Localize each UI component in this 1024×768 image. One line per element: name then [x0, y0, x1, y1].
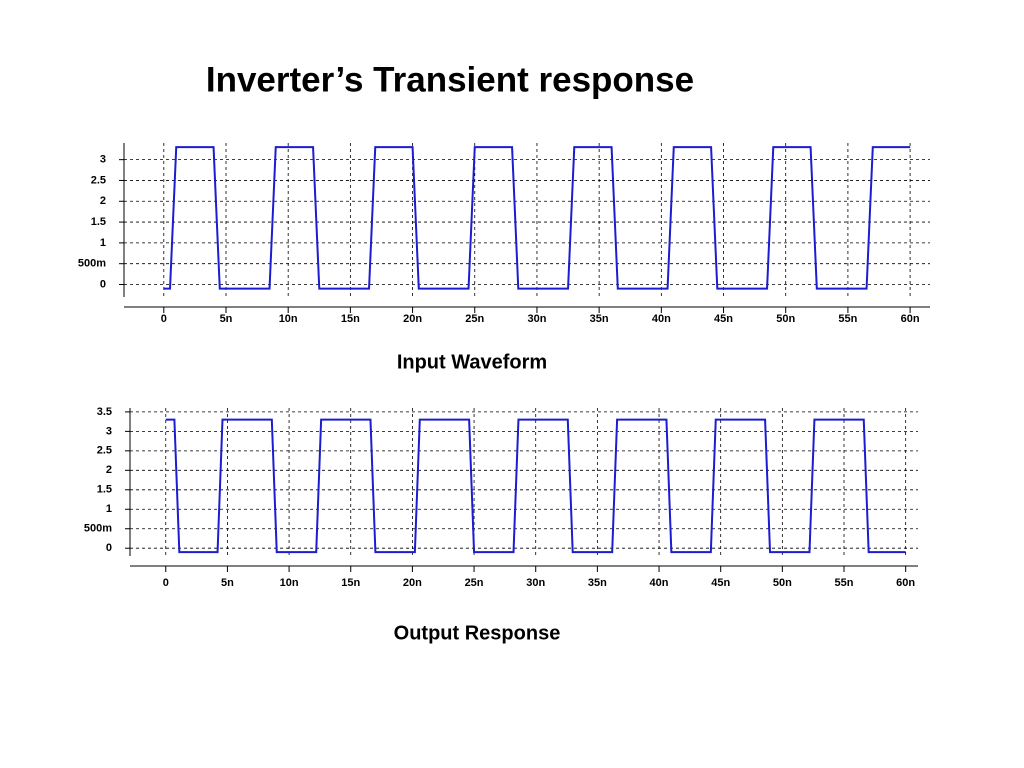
chart-caption: Input Waveform	[397, 351, 547, 373]
y-tick-label: 3	[100, 154, 106, 166]
y-tick-label: 2.5	[97, 445, 112, 457]
y-tick-label: 1	[106, 503, 112, 515]
y-tick-label: 500m	[78, 258, 106, 270]
y-tick-label: 1.5	[97, 484, 112, 496]
x-tick-label: 20n	[403, 577, 422, 589]
x-tick-label: 35n	[588, 577, 607, 589]
slide-title: Inverter’s Transient response	[206, 60, 694, 99]
waveform	[165, 418, 906, 554]
x-tick-label: 45n	[714, 313, 733, 325]
y-tick-label: 3	[106, 425, 112, 437]
x-tick-label: 40n	[652, 313, 671, 325]
x-tick-label: 25n	[465, 577, 484, 589]
y-tick-label: 3.5	[97, 406, 112, 418]
x-tick-label: 30n	[527, 313, 546, 325]
y-tick-label: 500m	[84, 523, 112, 535]
x-tick-label: 50n	[776, 313, 795, 325]
x-tick-label: 5n	[220, 313, 233, 325]
y-tick-label: 2.5	[91, 174, 106, 186]
x-tick-label: 0	[163, 577, 169, 589]
x-tick-label: 0	[161, 313, 167, 325]
x-tick-label: 5n	[221, 577, 234, 589]
y-tick-label: 0	[100, 278, 106, 290]
y-tick-label: 0	[106, 542, 112, 554]
y-tick-label: 1.5	[91, 216, 106, 228]
x-tick-label: 55n	[835, 577, 854, 589]
x-tick-label: 55n	[838, 313, 857, 325]
x-tick-label: 20n	[403, 313, 422, 325]
x-tick-label: 40n	[650, 577, 669, 589]
x-tick-label: 60n	[896, 577, 915, 589]
x-tick-label: 10n	[280, 577, 299, 589]
x-tick-label: 45n	[711, 577, 730, 589]
x-tick-label: 30n	[526, 577, 545, 589]
y-tick-label: 2	[100, 195, 106, 207]
x-tick-label: 15n	[341, 313, 360, 325]
x-tick-label: 15n	[341, 577, 360, 589]
waveform	[163, 146, 911, 290]
x-tick-label: 25n	[465, 313, 484, 325]
y-tick-label: 2	[106, 464, 112, 476]
chart-caption: Output Response	[394, 622, 561, 644]
x-tick-label: 60n	[901, 313, 920, 325]
x-tick-label: 35n	[590, 313, 609, 325]
x-tick-label: 10n	[279, 313, 298, 325]
x-tick-label: 50n	[773, 577, 792, 589]
y-tick-label: 1	[100, 237, 106, 249]
